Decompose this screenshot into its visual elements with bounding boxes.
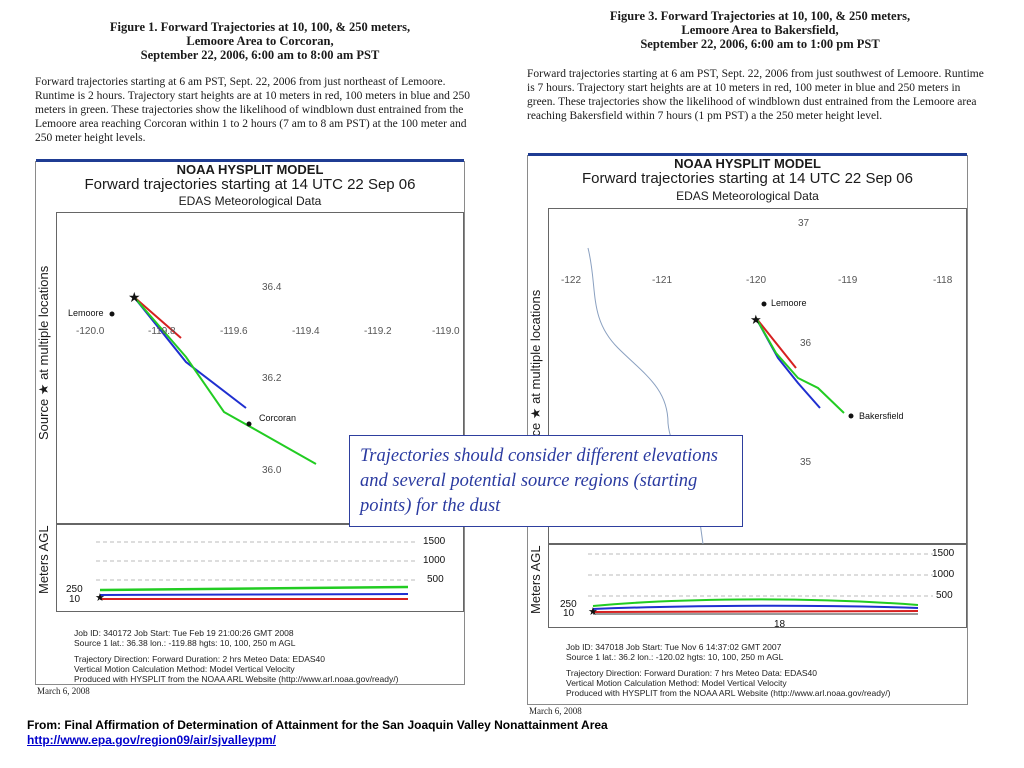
source-citation: From: Final Affirmation of Determination… bbox=[27, 718, 627, 748]
figure1-panel: NOAA HYSPLIT MODEL Forward trajectories … bbox=[35, 159, 465, 685]
figure1-title-line1: Figure 1. Forward Trajectories at 10, 10… bbox=[109, 20, 411, 34]
figure3-subtitle: Forward trajectories starting at 14 UTC … bbox=[582, 170, 913, 187]
figure1-title-line3: September 22, 2006, 6:00 am to 8:00 am P… bbox=[140, 48, 380, 62]
figure3-map-frame bbox=[548, 208, 967, 544]
figure3-start-height-10: 10 bbox=[563, 608, 575, 619]
figure3-meta-line4: Vertical Motion Calculation Method: Mode… bbox=[566, 678, 787, 688]
figure1-meta-line4: Vertical Motion Calculation Method: Mode… bbox=[74, 664, 295, 674]
figure1-lon-label-119-8: -119.8 bbox=[148, 326, 176, 337]
figure1-height-blue bbox=[99, 593, 409, 596]
figure3-lat-label-35: 35 bbox=[800, 457, 812, 468]
figure3-place-lemoore: Lemoore bbox=[771, 298, 807, 308]
figure1-description: Forward trajectories starting at 6 am PS… bbox=[35, 76, 471, 144]
figure3-tick-500: 500 bbox=[936, 590, 953, 601]
figure1-metadata: Job ID: 340172 Job Start: Tue Feb 19 21:… bbox=[74, 628, 462, 684]
figure1-tick-500: 500 bbox=[427, 574, 444, 585]
figure3-tick-1500: 1500 bbox=[932, 548, 955, 559]
figure3-height-frame bbox=[548, 544, 967, 628]
figure1-lon-label-120-0: -120.0 bbox=[76, 326, 105, 337]
figure1-source-label: Source ★ at multiple locations bbox=[36, 265, 51, 440]
figure3-lemoore-dot bbox=[761, 301, 767, 307]
figure1-lon-label-119-4: -119.4 bbox=[292, 326, 320, 337]
figure1-date: March 6, 2008 bbox=[37, 686, 90, 696]
figure1-accent-bar bbox=[36, 159, 464, 162]
source-link[interactable]: http://www.epa.gov/region09/air/sjvalley… bbox=[27, 733, 276, 747]
figure1-height-chart: ★ bbox=[56, 524, 464, 612]
figure1-lon-label-119-6: -119.6 bbox=[220, 326, 248, 337]
figure3-tick-1000: 1000 bbox=[932, 569, 955, 580]
figure1-lat-label-36-4: 36.4 bbox=[262, 282, 282, 293]
figure1-title: Figure 1. Forward Trajectories at 10, 10… bbox=[30, 20, 490, 62]
figure3-map: ★ bbox=[548, 208, 967, 544]
figure1-tick-1000: 1000 bbox=[423, 555, 446, 566]
figure3-description: Forward trajectories starting at 6 am PS… bbox=[527, 68, 984, 122]
figure1-trajectory-green bbox=[133, 296, 317, 465]
figure3-trajectory-red bbox=[755, 317, 797, 369]
figure1-data-source: EDAS Meteorological Data bbox=[178, 194, 322, 208]
figure3-lat-label-37: 37 bbox=[798, 218, 810, 229]
figure1-source-star: ★ bbox=[128, 291, 141, 306]
figure3-accent-bar bbox=[528, 153, 967, 156]
figure1-corcoran-dot bbox=[246, 421, 252, 427]
source-text: From: Final Affirmation of Determination… bbox=[27, 718, 608, 732]
figure1-lat-label-36-0: 36.0 bbox=[262, 465, 282, 476]
figure1-meta-line2: Source 1 lat.: 36.38 lon.: -119.88 hgts:… bbox=[74, 638, 296, 648]
figure1-trajectory-blue bbox=[133, 296, 247, 409]
callout-box: Trajectories should consider different e… bbox=[349, 435, 743, 527]
figure1-height-green bbox=[99, 585, 409, 592]
figure3-bakersfield-dot bbox=[848, 413, 854, 419]
figure1-start-star: ★ bbox=[95, 592, 105, 604]
figure3-title-line2: Lemoore Area to Bakersfield, bbox=[681, 23, 839, 37]
figure3-title-line3: September 22, 2006, 6:00 am to 1:00 pm P… bbox=[640, 37, 880, 51]
figure3-panel: NOAA HYSPLIT MODEL Forward trajectories … bbox=[527, 153, 968, 705]
figure3-metadata: Job ID: 347018 Job Start: Tue Nov 6 14:3… bbox=[566, 642, 964, 698]
figure3-lat-label-36: 36 bbox=[800, 338, 812, 349]
figure3-title: Figure 3. Forward Trajectories at 10, 10… bbox=[530, 9, 990, 51]
figure1-start-height-250: 250 bbox=[66, 584, 83, 595]
figure1-model-title: NOAA HYSPLIT MODEL bbox=[176, 162, 324, 177]
figure3-height-red bbox=[592, 610, 919, 613]
figure3-height-chart: ★ bbox=[548, 544, 967, 628]
figure3-place-bakersfield: Bakersfield bbox=[859, 411, 904, 421]
figure1-map: ★ bbox=[56, 212, 464, 524]
figure3-lon-label-119: -119 bbox=[838, 275, 858, 286]
figure3-height-green bbox=[592, 598, 919, 607]
figure1-tick-1500: 1500 bbox=[423, 536, 446, 547]
figure3-agl-label: Meters AGL bbox=[528, 545, 543, 614]
figure1-subtitle: Forward trajectories starting at 14 UTC … bbox=[84, 176, 416, 193]
figure3-lon-label-122: -122 bbox=[561, 275, 582, 286]
figure1-agl-label: Meters AGL bbox=[36, 525, 51, 594]
figure3-lon-label-121: -121 bbox=[652, 275, 673, 286]
figure3-title-line1: Figure 3. Forward Trajectories at 10, 10… bbox=[609, 9, 911, 23]
figure1-height-frame bbox=[56, 524, 464, 612]
figure3-meta-line1: Job ID: 347018 Job Start: Tue Nov 6 14:3… bbox=[566, 642, 782, 652]
figure1-lon-label-119-2: -119.2 bbox=[364, 326, 392, 337]
figure3-trajectory-green bbox=[755, 317, 845, 414]
figure3-lon-label-118: -118 bbox=[933, 275, 953, 286]
figure1-place-corcoran: Corcoran bbox=[259, 413, 297, 423]
figure1-meta-line3: Trajectory Direction: Forward Duration: … bbox=[74, 654, 326, 664]
figure1-place-lemoore: Lemoore bbox=[68, 308, 104, 318]
figure1-map-frame bbox=[56, 212, 464, 524]
figure3-date: March 6, 2008 bbox=[529, 706, 582, 716]
figure1-title-line2: Lemoore Area to Corcoran, bbox=[186, 34, 334, 48]
figure1-trajectory-red bbox=[133, 296, 182, 339]
figure3-meta-line5: Produced with HYSPLIT from the NOAA ARL … bbox=[566, 688, 891, 698]
figure3-height-blue bbox=[592, 604, 919, 610]
figure3-meta-line3: Trajectory Direction: Forward Duration: … bbox=[566, 668, 818, 678]
figure1-lat-label-36-2: 36.2 bbox=[262, 373, 282, 384]
figure3-source-star: ★ bbox=[750, 312, 762, 327]
figure3-start-star: ★ bbox=[588, 606, 598, 618]
figure3-lon-label-120: -120 bbox=[746, 275, 767, 286]
figure3-hour-label: 18 bbox=[774, 619, 786, 630]
figure3-start-height-250: 250 bbox=[560, 599, 577, 610]
figure1-start-height-10: 10 bbox=[69, 594, 81, 605]
figure1-meta-line5: Produced with HYSPLIT from the NOAA ARL … bbox=[74, 674, 399, 684]
figure1-lon-label-119-0: -119.0 bbox=[432, 326, 460, 337]
figure3-data-source: EDAS Meteorological Data bbox=[676, 189, 819, 203]
figure3-meta-line2: Source 1 lat.: 36.2 lon.: -120.02 hgts: … bbox=[566, 652, 784, 662]
figure1-meta-line1: Job ID: 340172 Job Start: Tue Feb 19 21:… bbox=[74, 628, 294, 638]
figure1-lemoore-dot bbox=[109, 311, 115, 317]
figure3-model-title: NOAA HYSPLIT MODEL bbox=[674, 156, 821, 171]
